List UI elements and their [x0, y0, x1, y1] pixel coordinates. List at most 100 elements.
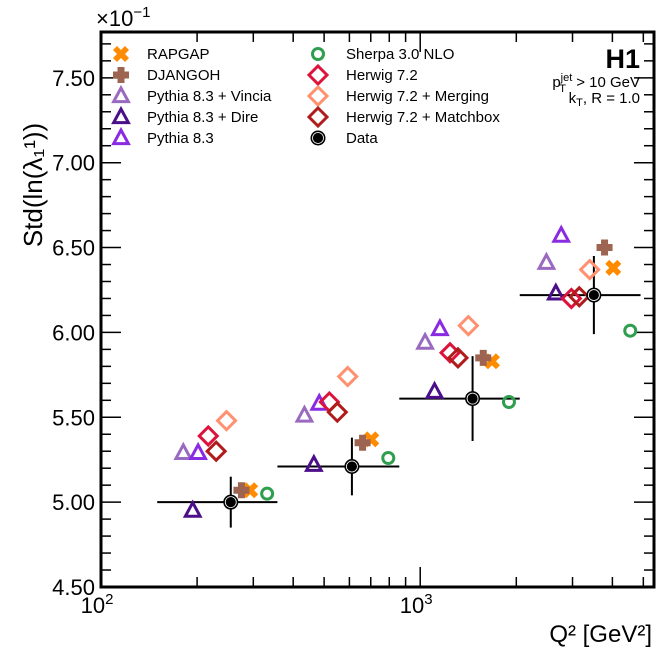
x-tick-label: 102	[81, 591, 114, 618]
legend-marker-data	[310, 130, 326, 146]
y-tick-label: 4.50	[52, 575, 95, 600]
point-data-ring	[587, 289, 600, 301]
y-axis-label: Std(ln(λ₁¹))	[18, 123, 48, 247]
point-pythia-8-3-dire-shape	[424, 380, 445, 399]
point-sherpa-3-0-nlo	[260, 486, 275, 501]
point-djangoh-shape	[475, 349, 492, 366]
y-tick-label: 6.00	[52, 320, 95, 345]
point-djangoh-shape	[233, 482, 250, 499]
legend-item-pythia-8-3: Pythia 8.3	[111, 126, 214, 147]
point-pythia-8-3-dire	[303, 453, 324, 472]
point-rapgap	[605, 259, 622, 276]
y-multiplier-exponent: −1	[133, 4, 150, 21]
cut-label-pt: pjet T > 10 GeV	[552, 72, 640, 95]
point-herwig-7-2-merging-shape	[336, 365, 359, 388]
legend-marker-herwig-7-2-merging-shape	[306, 84, 330, 108]
cut-label-kt: kT, R = 1.0	[569, 90, 640, 109]
y-tick-label: 7.50	[52, 66, 95, 91]
point-data-ring	[346, 460, 358, 473]
legend-marker-pythia-8-3-dire	[111, 105, 131, 125]
legend-label-rapgap: RAPGAP	[147, 46, 210, 63]
data-points	[157, 224, 641, 528]
point-pythia-8-3-vincia-shape	[415, 331, 435, 350]
point-pythia-8-3	[551, 224, 572, 243]
y-multiplier-base: ×10	[96, 6, 133, 31]
point-rapgap	[242, 482, 259, 499]
legend-marker-herwig-7-2	[306, 63, 330, 87]
point-herwig-7-2-merging-shape	[578, 258, 601, 281]
point-pythia-8-3-dire-shape	[303, 453, 324, 472]
legend-item-rapgap: RAPGAP	[113, 46, 210, 63]
point-herwig-7-2-merging	[215, 409, 238, 432]
x-axis-label: Q² [GeV²]	[549, 621, 652, 648]
point-pythia-8-3-shape	[188, 441, 208, 461]
point-pythia-8-3-vincia	[294, 404, 315, 423]
point-herwig-7-2-matchbox-shape	[568, 285, 591, 308]
point-pythia-8-3-dire	[182, 499, 203, 518]
x-axis-label-text: Q² [GeV²]	[549, 621, 652, 648]
y-tick-label: 7.00	[52, 151, 95, 176]
legend: RAPGAP DJANGOH Pythia 8.3 + Vincia Pythia 8…	[111, 46, 500, 147]
y-tick-label: 6.50	[52, 236, 95, 261]
legend-marker-rapgap	[113, 46, 129, 62]
point-herwig-7-2-merging	[336, 365, 359, 388]
point-pythia-8-3-dire	[424, 380, 445, 399]
legend-label-herwig-7-2-merging: Herwig 7.2 + Merging	[346, 88, 489, 105]
point-pythia-8-3-vincia	[173, 441, 194, 461]
point-djangoh	[233, 482, 250, 499]
point-herwig-7-2-matchbox	[326, 401, 349, 424]
point-data	[586, 287, 602, 303]
legend-marker-pythia-8-3	[111, 126, 131, 146]
y-tick-label: 5.50	[52, 405, 95, 430]
point-data	[465, 391, 481, 407]
point-sherpa-3-0-nlo	[623, 323, 638, 338]
legend-marker-djangoh	[113, 67, 129, 83]
legend-item-herwig-7-2-merging: Herwig 7.2 + Merging	[306, 84, 489, 108]
svg-text:×10−1: ×10−1	[96, 4, 150, 31]
y-tick-label: 5.00	[52, 490, 95, 515]
point-pythia-8-3-vincia	[536, 251, 557, 270]
point-data-ring	[466, 392, 479, 405]
point-djangoh-shape	[596, 239, 613, 256]
legend-item-djangoh: DJANGOH	[113, 67, 220, 84]
legend-label-djangoh: DJANGOH	[147, 67, 220, 84]
legend-label-data: Data	[346, 130, 378, 147]
point-djangoh-shape	[354, 434, 371, 451]
legend-item-pythia-8-3-vincia: Pythia 8.3 + Vincia	[111, 84, 272, 105]
point-pythia-8-3	[188, 441, 208, 461]
point-herwig-7-2-merging-shape	[457, 314, 480, 337]
legend-marker-herwig-7-2-matchbox-shape	[306, 105, 330, 129]
point-sherpa-3-0-nlo-shape	[260, 486, 275, 501]
legend-marker-data-ring	[312, 132, 324, 144]
x-tick-labels: 102 103	[81, 591, 433, 618]
point-sherpa-3-0-nlo-shape	[381, 451, 396, 466]
point-herwig-7-2-matchbox-shape	[326, 401, 349, 424]
legend-marker-herwig-7-2-matchbox	[306, 105, 330, 129]
point-pythia-8-3-vincia-shape	[294, 404, 315, 423]
legend-marker-herwig-7-2-shape	[306, 63, 330, 87]
legend-item-herwig-7-2-matchbox: Herwig 7.2 + Matchbox	[306, 105, 500, 129]
point-pythia-8-3-vincia-shape	[536, 251, 557, 270]
x-tick-label: 103	[400, 591, 433, 618]
point-sherpa-3-0-nlo	[381, 451, 396, 466]
legend-label-pythia-8-3-dire: Pythia 8.3 + Dire	[147, 109, 258, 126]
legend-item-herwig-7-2: Herwig 7.2	[306, 63, 418, 87]
point-rapgap-shape	[242, 482, 259, 499]
point-pythia-8-3-vincia-shape	[173, 441, 194, 461]
point-pythia-8-3	[430, 317, 450, 337]
point-pythia-8-3-shape	[430, 317, 450, 337]
legend-label-pythia-8-3-vincia: Pythia 8.3 + Vincia	[147, 88, 272, 105]
point-herwig-7-2-shape	[197, 424, 220, 448]
plot-frame	[99, 30, 656, 589]
legend-marker-herwig-7-2-merging	[306, 84, 330, 108]
legend-marker-rapgap-shape	[113, 46, 129, 62]
axis-ticks	[100, 32, 654, 588]
point-data	[344, 458, 360, 474]
legend-marker-sherpa-3-0-nlo-shape	[311, 47, 325, 61]
y-tick-labels: 4.50 5.00 5.50 6.00 6.50 7.00 7.50	[52, 66, 95, 600]
point-pythia-8-3-dire-shape	[182, 499, 203, 518]
point-pythia-8-3-dire-shape	[545, 282, 566, 301]
point-herwig-7-2-matchbox	[205, 440, 228, 463]
point-herwig-7-2	[560, 287, 583, 310]
